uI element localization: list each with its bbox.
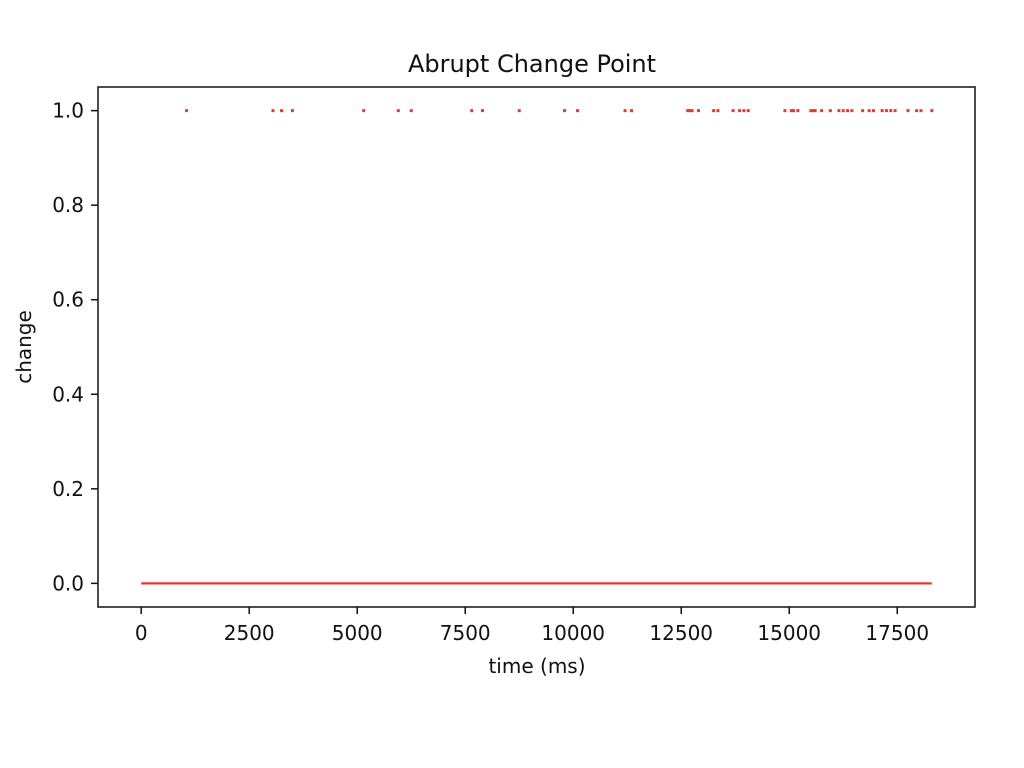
change-point-marker: [290, 109, 294, 113]
y-tick-label: 0.4: [52, 382, 84, 406]
x-tick-label: 7500: [440, 621, 491, 645]
change-point-marker: [686, 109, 690, 113]
change-point-marker: [697, 109, 701, 113]
data-marks: [141, 109, 934, 585]
change-point-marker: [792, 109, 796, 113]
change-point-marker: [185, 109, 189, 113]
chart-title: Abrupt Change Point: [408, 50, 656, 78]
y-tick-label: 1.0: [52, 99, 84, 123]
change-point-marker: [716, 109, 720, 113]
change-point-marker: [850, 109, 854, 113]
y-tick-label: 0.8: [52, 193, 84, 217]
change-point-marker: [919, 109, 923, 113]
x-tick-label: 5000: [332, 621, 383, 645]
y-axis-ticks: 0.0 0.2 0.4 0.6 0.8 1.0: [52, 99, 98, 595]
change-point-marker: [828, 109, 832, 113]
change-point-marker: [880, 109, 884, 113]
change-point-marker: [396, 109, 400, 113]
x-tick-label: 2500: [224, 621, 275, 645]
change-point-marker: [563, 109, 567, 113]
change-point-marker: [623, 109, 627, 113]
y-tick-label: 0.6: [52, 288, 84, 312]
change-point-marker: [712, 109, 716, 113]
change-point-marker: [906, 109, 910, 113]
change-point-marker: [889, 109, 893, 113]
x-tick-label: 12500: [649, 621, 713, 645]
y-axis-label: change: [12, 310, 36, 384]
change-point-marker: [930, 109, 934, 113]
change-point-marker: [811, 109, 815, 113]
change-point-marker: [893, 109, 897, 113]
change-point-marker: [871, 109, 875, 113]
change-point-marker: [867, 109, 871, 113]
change-point-marker: [789, 109, 793, 113]
x-axis-ticks: 0 2500 5000 7500 10000 12500 15000 17500: [135, 607, 929, 645]
x-tick-label: 17500: [865, 621, 929, 645]
plot-area-frame: [97, 86, 976, 608]
change-point-marker: [809, 109, 813, 113]
change-point-marker: [688, 109, 692, 113]
change-point-marker: [409, 109, 413, 113]
change-point-marker: [690, 109, 694, 113]
x-axis-label: time (ms): [488, 654, 585, 678]
change-point-marker: [796, 109, 800, 113]
y-tick-label: 0.0: [52, 571, 84, 595]
change-point-marker: [915, 109, 919, 113]
change-point-marker: [470, 109, 474, 113]
change-point-marker: [362, 109, 366, 113]
change-point-marker: [841, 109, 845, 113]
change-point-marker: [837, 109, 841, 113]
change-point-marker: [517, 109, 521, 113]
change-point-marker: [783, 109, 787, 113]
change-point-marker: [820, 109, 824, 113]
change-point-marker: [738, 109, 742, 113]
change-point-marker: [861, 109, 865, 113]
x-tick-label: 15000: [757, 621, 821, 645]
change-point-marker: [630, 109, 634, 113]
change-point-marker: [846, 109, 850, 113]
change-point-marker: [813, 109, 817, 113]
change-point-marker: [884, 109, 888, 113]
change-point-marker: [746, 109, 750, 113]
change-point-marker: [731, 109, 735, 113]
change-point-marker: [576, 109, 580, 113]
change-point-marker: [280, 109, 284, 113]
change-point-marker: [271, 109, 275, 113]
change-point-marker: [742, 109, 746, 113]
y-tick-label: 0.2: [52, 477, 84, 501]
x-tick-label: 10000: [541, 621, 605, 645]
change-point-marker: [480, 109, 484, 113]
x-tick-label: 0: [135, 621, 148, 645]
